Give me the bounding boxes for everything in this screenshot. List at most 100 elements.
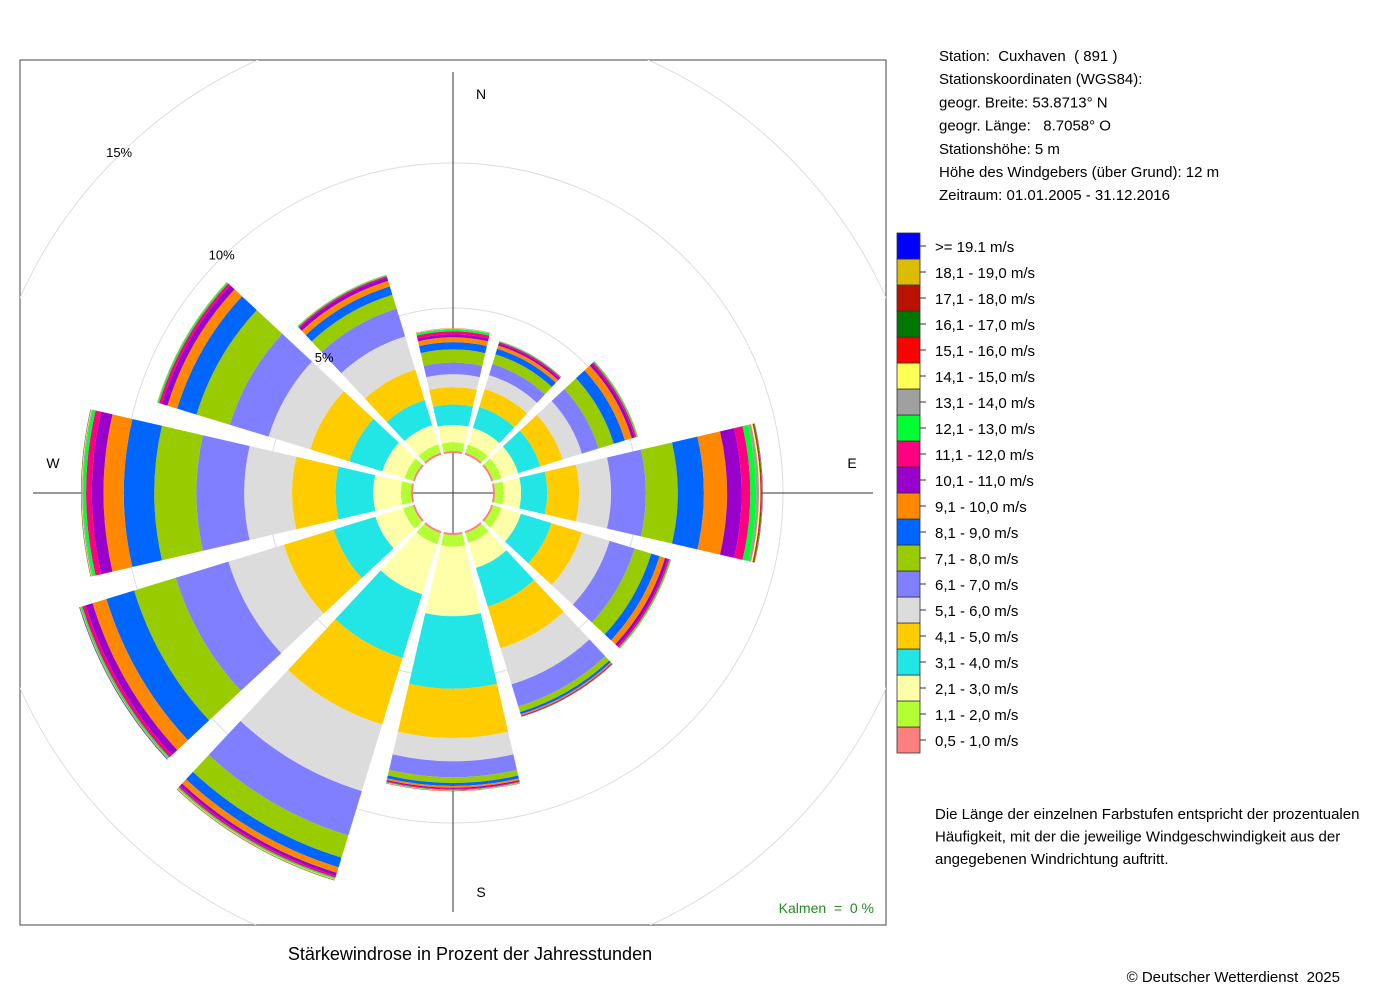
rose-segment	[392, 731, 514, 762]
rose-segment	[426, 374, 480, 390]
legend-label: 4,1 - 5,0 m/s	[935, 629, 1018, 646]
rose-segment	[564, 378, 614, 449]
rose-segment	[268, 361, 344, 450]
rose-segment	[465, 523, 489, 543]
rose-segment	[443, 531, 463, 536]
rose-segment	[472, 407, 515, 444]
rose-segment	[416, 523, 441, 545]
rose-segment	[92, 598, 188, 751]
rose-segment	[386, 400, 433, 442]
rose-segment	[123, 418, 162, 568]
rose-segment	[167, 289, 242, 409]
rose-segment	[415, 328, 491, 333]
rose-segment	[606, 449, 646, 537]
compass-label: E	[847, 455, 856, 471]
legend-label: 0,5 - 1,0 m/s	[935, 733, 1018, 750]
rose-segment	[134, 577, 241, 721]
rose-segment	[487, 579, 564, 649]
rose-segment	[497, 345, 559, 383]
legend-swatch	[896, 544, 921, 572]
legend-swatch	[896, 414, 921, 442]
legend-swatch	[896, 284, 921, 312]
legend-swatch	[896, 674, 921, 702]
rose-segment	[335, 466, 376, 520]
rose-segment	[482, 464, 494, 482]
legend-swatch	[896, 518, 921, 546]
rose-segment	[575, 457, 612, 529]
legend-swatch	[896, 388, 921, 416]
rose-segment	[551, 389, 599, 454]
legend-label: >= 19.1 m/s	[935, 239, 1014, 256]
station-info: Höhe des Windgebers (über Grund): 12 m	[939, 164, 1219, 181]
rose-segment	[416, 331, 490, 339]
legend-label: 5,1 - 6,0 m/s	[935, 603, 1018, 620]
rose-segment	[196, 435, 250, 551]
rose-segment	[408, 613, 498, 689]
rose-segment	[283, 529, 362, 614]
rose-segment	[536, 401, 582, 460]
rose-segment	[86, 410, 102, 576]
legend-swatch	[896, 310, 921, 338]
legend-swatch	[896, 570, 921, 598]
rose-segment	[106, 590, 210, 741]
rose-segment	[404, 458, 423, 481]
rose-segment	[341, 336, 416, 399]
rose-segment	[161, 285, 235, 406]
rose-segment	[386, 782, 520, 791]
rose-segment	[754, 423, 763, 563]
rose-segment	[490, 446, 519, 479]
rose-segment	[468, 531, 507, 568]
rose-segment	[208, 720, 362, 836]
legend-swatch	[896, 258, 921, 286]
rose-segment	[299, 277, 389, 331]
rose-segment	[697, 431, 728, 555]
rose-segment	[482, 504, 494, 522]
rose-segment	[528, 523, 582, 585]
rose-segment	[551, 532, 610, 605]
rose-segment	[404, 425, 439, 456]
compass-label: N	[476, 86, 486, 102]
rose-segment	[177, 296, 257, 415]
legend-swatch	[896, 596, 921, 624]
rose-segment	[502, 430, 541, 474]
rose-segment	[389, 754, 517, 778]
rose-segment	[387, 775, 519, 786]
rose-segment	[591, 548, 652, 635]
rose-segment	[375, 508, 415, 549]
rose-segment	[748, 424, 759, 562]
rose-segment	[301, 280, 390, 336]
note-text: Die Länge der einzelnen Farbstufen entsp…	[935, 806, 1359, 823]
rose-segment	[83, 409, 96, 577]
rose-segment	[386, 781, 520, 790]
ring-label: 10%	[209, 248, 235, 263]
rose-segment	[397, 683, 509, 739]
rose-segment	[91, 411, 113, 575]
rose-segment	[365, 369, 425, 422]
rose-segment	[742, 424, 757, 562]
station-info: Stationskoordinaten (WGS84):	[939, 71, 1142, 88]
rose-segment	[492, 354, 552, 395]
rose-segment	[498, 343, 560, 381]
rose-segment	[416, 329, 490, 336]
legend-label: 8,1 - 9,0 m/s	[935, 525, 1018, 542]
calm-label: Kalmen = 0 %	[779, 900, 874, 916]
rose-segment	[483, 505, 502, 528]
rose-segment	[244, 446, 297, 540]
legend-label: 3,1 - 4,0 m/s	[935, 655, 1018, 672]
rose-segment	[192, 754, 349, 858]
legend-label: 1,1 - 2,0 m/s	[935, 707, 1018, 724]
rose-segment	[464, 452, 482, 464]
rose-segment	[502, 477, 522, 509]
rose-segment	[85, 603, 178, 756]
legend-label: 9,1 - 10,0 m/s	[935, 499, 1027, 516]
legend-label: 16,1 - 17,0 m/s	[935, 317, 1035, 334]
rose-segment	[572, 540, 635, 623]
legend-label: 13,1 - 14,0 m/s	[935, 395, 1035, 412]
rose-segment	[640, 442, 678, 544]
rose-segment	[417, 334, 489, 342]
legend-swatch	[896, 622, 921, 650]
rose-segment	[440, 533, 466, 547]
ring-label: 15%	[106, 145, 132, 160]
station-info: Station: Cuxhaven ( 891 )	[939, 48, 1117, 65]
